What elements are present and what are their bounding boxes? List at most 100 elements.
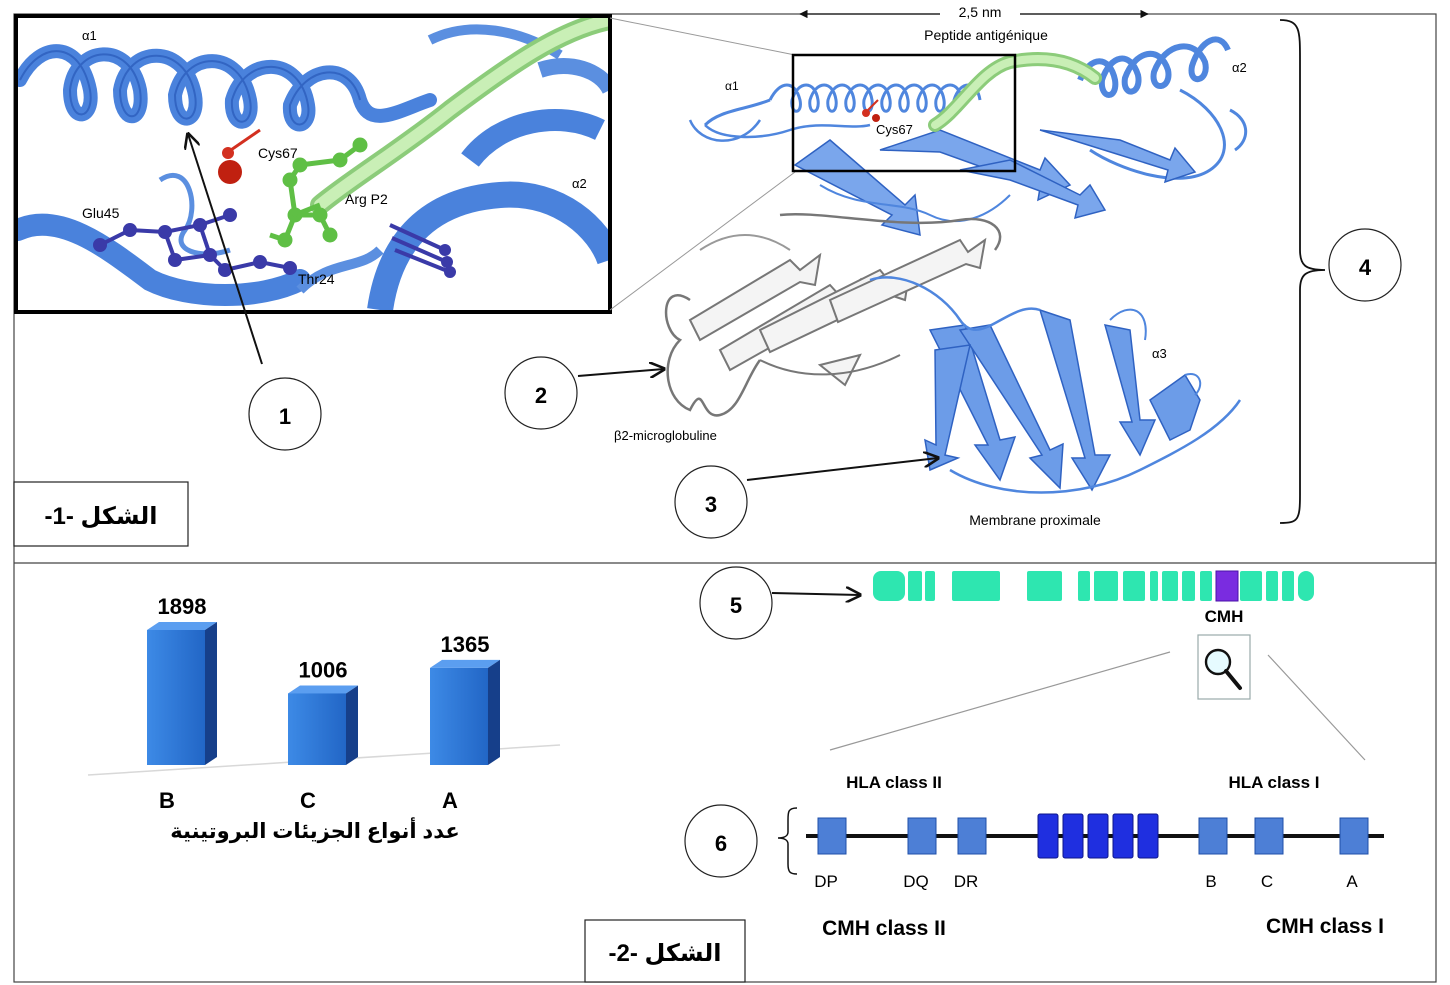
alpha1-helix [768, 83, 982, 113]
chromosome-band [1150, 571, 1158, 601]
chromosome-band [1240, 571, 1262, 601]
chromosome-band [1266, 571, 1278, 601]
chromosome-band [873, 571, 905, 601]
cys67-main-atom [862, 109, 870, 117]
cmh-locus-label: CMH [1205, 607, 1244, 626]
chromosome-band [925, 571, 935, 601]
cys67-atom-large [218, 160, 242, 184]
main-label-cys67: Cys67 [876, 122, 913, 137]
beta-sheet-floor [793, 129, 1197, 237]
chart-xlabel: عدد أنواع الجزيئات البروتينية [170, 816, 459, 843]
marker-2: 2 [504, 356, 578, 430]
svg-text:5: 5 [730, 593, 742, 618]
zoom-line-right [1267, 654, 1366, 761]
class3-gene-block [1112, 813, 1134, 859]
figure2-caption: الشكل -2- [584, 919, 746, 983]
cmh-class2-title: CMH class II [822, 917, 946, 940]
cmh-class1-title: CMH class I [1266, 915, 1384, 938]
gene-label: A [1346, 872, 1358, 891]
peptide-label: Peptide antigénique [924, 27, 1048, 43]
chromosome-band [1182, 571, 1195, 601]
main-label-alpha3: α3 [1152, 346, 1167, 361]
chromosome-band [952, 571, 1000, 601]
inset-closeup: α1 α2 Cys67 Arg P2 Glu45 Thr24 [14, 14, 612, 314]
class3-gene-block [1062, 813, 1084, 859]
cys67-atom-small [222, 147, 234, 159]
chromosome-band [1298, 571, 1314, 601]
inset-helix-alpha2-top [461, 109, 605, 168]
bar-value-label: 1365 [441, 632, 490, 657]
bar-B [147, 622, 217, 765]
gene-label: DP [814, 872, 838, 891]
chromosome-band [1162, 571, 1178, 601]
marker-1-arrow [188, 134, 263, 365]
bar-category-label: B [159, 788, 175, 813]
gene-block-DQ [907, 817, 937, 855]
figure2-caption-text: الشكل -2- [608, 940, 721, 967]
inset-label-alpha1: α1 [82, 28, 97, 43]
zoom-line-top [609, 17, 796, 56]
hla-class2-header: HLA class II [846, 773, 942, 792]
chromosome-band [1027, 571, 1062, 601]
bar-value-label: 1006 [299, 657, 348, 682]
bar-category-label: C [300, 788, 316, 813]
chromosome: CMH [829, 570, 1366, 761]
gene-label: B [1205, 872, 1216, 891]
zoom-box [791, 53, 1017, 173]
gene-map: HLA class II HLA class I DP DQ DR B C A CMH c… [777, 773, 1384, 940]
hla-class1-header: HLA class I [1228, 773, 1319, 792]
inset-helix-alpha2-bottom [367, 181, 608, 310]
inset-label-cys67: Cys67 [258, 145, 298, 161]
main-label-alpha2: α2 [1232, 60, 1247, 75]
figure1-caption-text: الشكل -1- [44, 503, 157, 530]
main-label-alpha1: α1 [725, 79, 739, 93]
figure1-caption: الشكل -1- [13, 481, 189, 547]
marker-3-arrow [746, 458, 938, 481]
bar-value-label: 1898 [158, 594, 207, 619]
molecule-brace [1279, 19, 1326, 524]
class3-gene-block [1037, 813, 1059, 859]
glu45-thr24-residues [93, 208, 456, 278]
svg-text:4: 4 [1359, 255, 1372, 280]
zoom-line-left [829, 651, 1171, 751]
inset-label-arg-p2: Arg P2 [345, 191, 388, 207]
inset-label-thr24: Thr24 [298, 271, 335, 287]
inset-label-glu45: Glu45 [82, 205, 120, 221]
chromosome-band [1078, 571, 1090, 601]
svg-text:6: 6 [715, 831, 727, 856]
alpha2-helix [1077, 36, 1231, 98]
gene-block-B [1198, 817, 1228, 855]
gene-block-DP [817, 817, 847, 855]
b2m-label: β2-microglobuline [614, 428, 717, 443]
marker-2-arrow [577, 369, 664, 376]
gene-block-A [1339, 817, 1369, 855]
zoom-line-bottom [609, 171, 796, 311]
svg-text:1: 1 [279, 404, 291, 429]
marker-6: 6 [684, 804, 758, 878]
membrane-label: Membrane proximale [969, 512, 1101, 528]
gene-label: DR [954, 872, 979, 891]
marker-4: 4 [1328, 228, 1402, 302]
bar-category-label: A [442, 788, 458, 813]
svg-text:3: 3 [705, 492, 717, 517]
mhc-structure: 2,5 nm Peptide antigénique α1 [614, 4, 1326, 528]
chromosome-band [1123, 571, 1145, 601]
class3-gene-block [1137, 813, 1159, 859]
class3-gene-block [1087, 813, 1109, 859]
svg-text:2: 2 [535, 383, 547, 408]
bar-A [430, 659, 500, 765]
inset-sheet-left [18, 213, 311, 306]
gene-map-brace [777, 807, 798, 875]
marker-1: 1 [248, 377, 322, 451]
cmh-locus-band [1215, 570, 1239, 602]
bar-chart: 1898 1006 1365 B C A عدد أنواع الجزيئات البر… [87, 594, 561, 843]
gene-label: C [1261, 872, 1273, 891]
alpha3-domain [924, 308, 1201, 492]
marker-3: 3 [674, 465, 748, 539]
inset-label-alpha2: α2 [572, 176, 587, 191]
chromosome-band [1282, 571, 1294, 601]
gene-label: DQ [903, 872, 929, 891]
chromosome-band [908, 571, 922, 601]
bar-C [288, 685, 358, 765]
